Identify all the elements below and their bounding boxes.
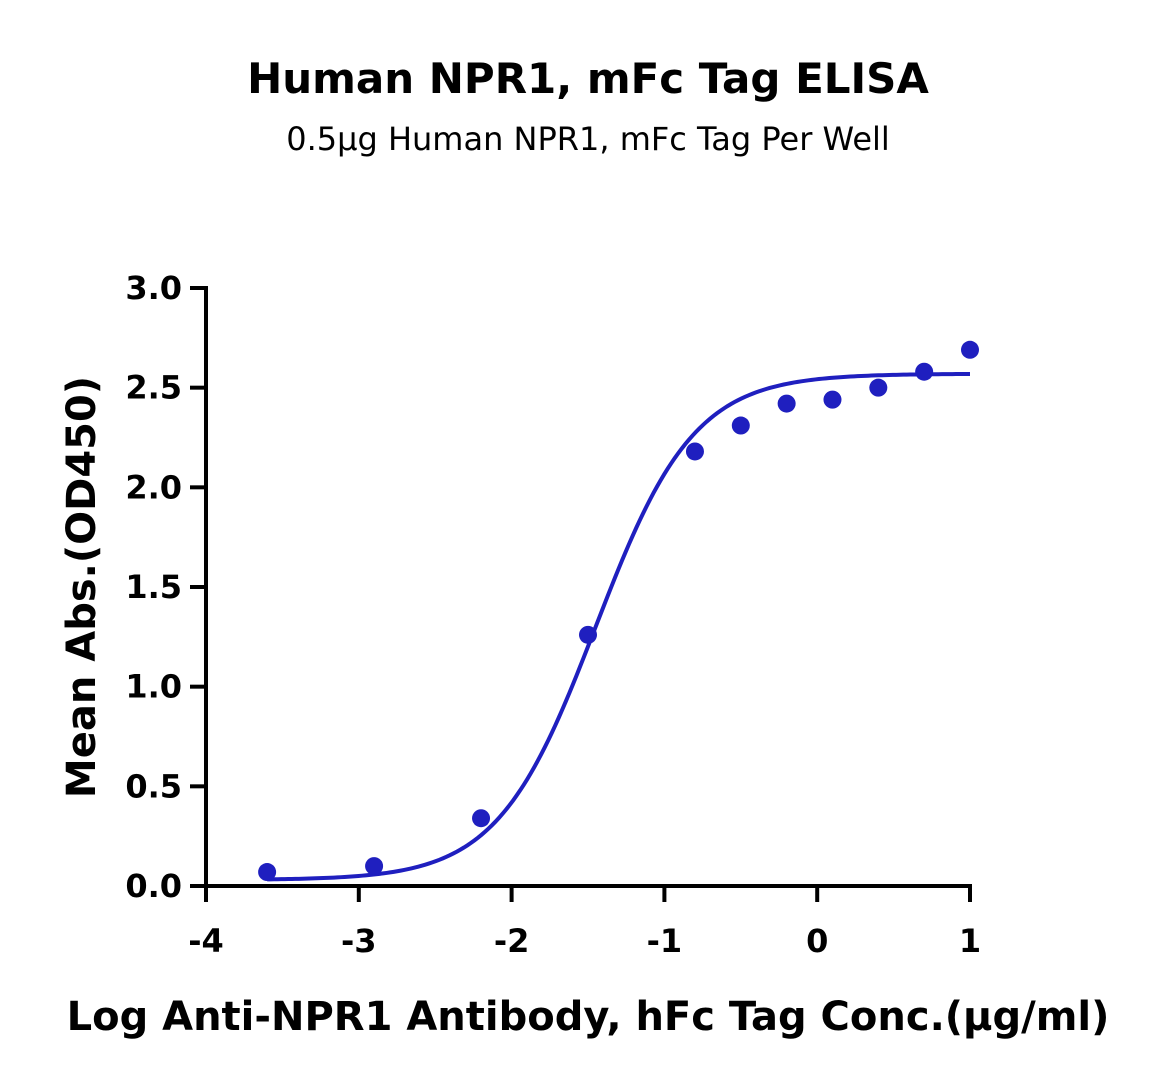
x-tick-label: 0 xyxy=(806,922,828,960)
data-point xyxy=(365,857,384,876)
data-point xyxy=(258,863,277,882)
data-point xyxy=(961,340,979,359)
x-tick-label: -2 xyxy=(494,922,530,960)
data-point xyxy=(579,625,597,644)
y-tick-label: 2.0 xyxy=(125,468,182,506)
y-tick-label: 0.5 xyxy=(125,767,182,805)
data-point xyxy=(915,362,934,381)
chart-subtitle: 0.5μg Human NPR1, mFc Tag Per Well xyxy=(286,120,890,158)
x-tick-label: -3 xyxy=(341,922,377,960)
y-tick-label: 3.0 xyxy=(125,269,182,307)
x-axis-label: Log Anti-NPR1 Antibody, hFc Tag Conc.(μg… xyxy=(67,994,1110,1040)
y-tick-label: 0.0 xyxy=(125,867,182,905)
chart-title: Human NPR1, mFc Tag ELISA xyxy=(247,54,929,103)
data-point xyxy=(823,390,842,409)
data-point xyxy=(472,809,491,828)
x-tick-label: -1 xyxy=(647,922,683,960)
plot-area: 0.0 0.5 1.0 1.5 2.0 2.5 3.0 -4 -3 -2 -1 0 1 xyxy=(125,269,981,960)
data-point xyxy=(731,416,750,435)
data-point xyxy=(869,378,888,397)
x-tick-label: -4 xyxy=(188,922,224,960)
y-tick-label: 1.0 xyxy=(125,668,182,706)
x-tick-label: 1 xyxy=(959,922,981,960)
y-axis-label: Mean Abs.(OD450) xyxy=(59,376,105,798)
fit-curve xyxy=(267,371,971,882)
data-point xyxy=(685,442,704,461)
y-tick-label: 1.5 xyxy=(125,568,182,606)
y-tick-label: 2.5 xyxy=(125,369,182,407)
data-point xyxy=(777,394,796,413)
